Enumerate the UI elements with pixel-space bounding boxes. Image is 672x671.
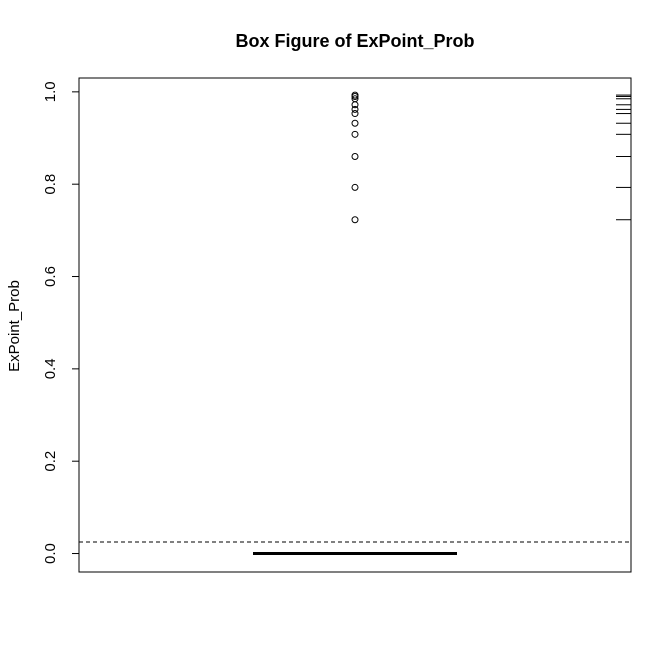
- outlier-point: [351, 183, 359, 191]
- outlier-point: [351, 91, 359, 99]
- y-tick-label: 0.6: [42, 266, 59, 287]
- chart-title: Box Figure of ExPoint_Prob: [235, 31, 474, 51]
- y-axis: 0.0 0.2 0.4 0.6 0.8 1.0: [42, 81, 80, 564]
- outlier-point: [351, 119, 359, 127]
- outlier-point: [351, 110, 359, 118]
- outlier-point: [351, 105, 359, 113]
- y-tick-label: 0.2: [42, 451, 59, 472]
- chart-marks: [79, 91, 631, 556]
- outlier-point: [351, 95, 359, 103]
- y-tick-label: 0.4: [42, 358, 59, 379]
- y-tick-label: 0.8: [42, 174, 59, 195]
- plot-frame: [78, 77, 632, 573]
- outlier-point: [351, 130, 359, 138]
- y-tick-label: 1.0: [42, 81, 59, 102]
- y-tick-label: 0.0: [42, 543, 59, 564]
- outlier-point: [351, 216, 359, 224]
- outlier-point: [351, 152, 359, 160]
- y-axis-label: ExPoint_Prob: [6, 280, 23, 372]
